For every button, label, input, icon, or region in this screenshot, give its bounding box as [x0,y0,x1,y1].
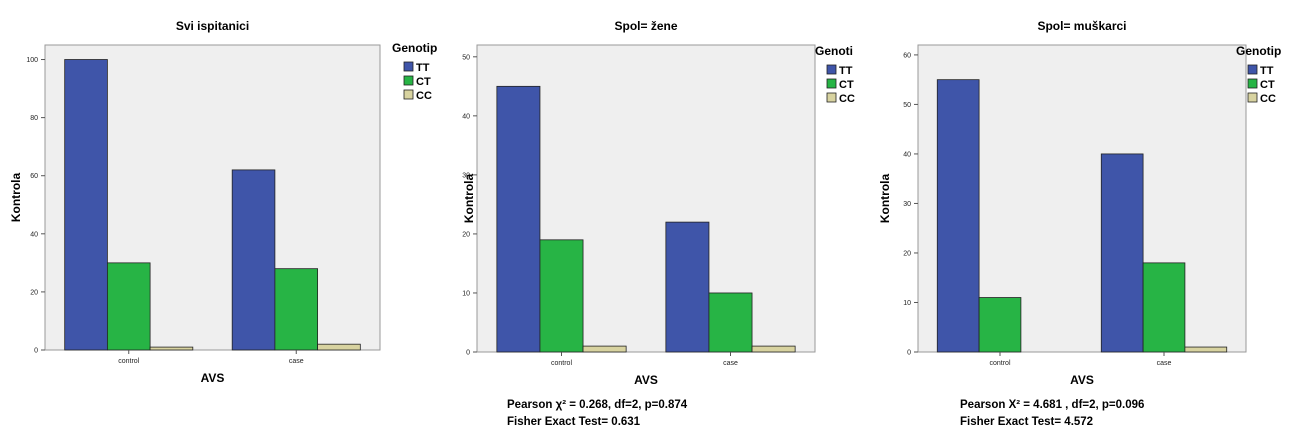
bar-CT-control [539,239,584,353]
bar-CC-case [751,345,796,353]
legend-title: Genotip [392,41,437,55]
y-tick-label: 20 [903,250,911,257]
x-axis-title: AVS [1070,373,1094,387]
legend-swatch-TT [826,64,837,75]
chart-panel-3: Spol= muškarci 0 10 20 30 40 50 60 Kontrola contr… [878,19,1281,428]
bar-CC-control [582,345,627,353]
bar-CC-case [1184,346,1228,353]
y-tick-label: 0 [34,348,38,355]
x-tick-label: control [551,360,572,367]
bar-CT-case [274,268,319,351]
y-axis-title: Kontrola [462,174,476,224]
y-tick-label: 40 [30,231,38,238]
x-tick-label: control [989,360,1010,367]
stats-line: Pearson X² = 4.681 , df=2, p=0.096 [960,399,1144,411]
bar-CT-case [708,292,753,353]
bar-TT-case [665,221,710,353]
y-tick-label: 40 [462,113,470,120]
legend-label-TT: TT [839,65,853,77]
legend-swatch-TT [1247,64,1258,75]
legend-swatch-CT [826,78,837,89]
y-tick-label: 0 [907,350,911,357]
y-tick-label: 100 [26,57,38,64]
x-tick-label: case [723,360,738,367]
legend-swatch-CT [403,75,414,86]
legend-label-CT: CT [1260,79,1275,91]
chart-panel-1: Svi ispitanici 0 20 40 60 80 100 Kontrola contro… [9,19,437,385]
y-tick-label: 30 [903,201,911,208]
y-tick-label: 20 [462,231,470,238]
bar-TT-control [64,59,108,351]
bar-TT-case [231,169,276,351]
bar-TT-control [936,79,980,353]
stats-line: Fisher Exact Test= 4.572 [960,416,1093,428]
legend-swatch-CC [1247,92,1258,103]
bar-CT-control [106,262,151,351]
y-tick-label: 10 [903,300,911,307]
y-tick-label: 20 [30,289,38,296]
legend-label-CC: CC [1260,93,1276,105]
legend-label-TT: TT [416,62,430,74]
legend-label-CC: CC [839,93,855,105]
legend-label-CC: CC [416,90,432,102]
legend-label-CT: CT [416,76,431,88]
y-tick-label: 0 [466,350,470,357]
legend-label-CT: CT [839,79,854,91]
y-tick-label: 40 [903,151,911,158]
chart-title: Svi ispitanici [176,19,249,33]
legend-swatch-CT [1247,78,1258,89]
y-axis-title: Kontrola [9,173,23,223]
legend-title: Genoti [815,44,853,58]
y-axis-title: Kontrola [878,174,892,224]
legend-title: Genotip [1236,44,1281,58]
y-tick-label: 50 [903,102,911,109]
legend-swatch-TT [403,61,414,72]
y-tick-label: 60 [30,173,38,180]
chart-panel-2: Spol= žene 0 10 20 30 40 50 Kontrola control case… [462,19,855,428]
x-tick-label: control [118,358,139,365]
y-tick-label: 10 [462,290,470,297]
legend-label-TT: TT [1260,65,1274,77]
bar-CT-control [978,297,1022,353]
chart-title: Spol= muškarci [1037,19,1126,33]
y-tick-label: 80 [30,115,38,122]
bar-TT-control [496,85,541,353]
bar-CT-case [1142,262,1186,353]
x-tick-label: case [1157,360,1172,367]
legend-swatch-CC [826,92,837,103]
bar-CC-case [317,343,361,351]
bar-TT-case [1100,153,1144,353]
y-tick-label: 60 [903,52,911,59]
x-axis-title: AVS [634,373,658,387]
stats-line: Pearson χ² = 0.268, df=2, p=0.874 [507,399,688,411]
x-tick-label: case [289,358,304,365]
x-axis-title: AVS [201,371,225,385]
y-tick-label: 30 [462,172,470,179]
chart-title: Spol= žene [614,19,677,33]
bar-CC-control [149,346,194,351]
legend-swatch-CC [403,89,414,100]
stats-line: Fisher Exact Test= 0.631 [507,416,641,428]
y-tick-label: 50 [462,54,470,61]
